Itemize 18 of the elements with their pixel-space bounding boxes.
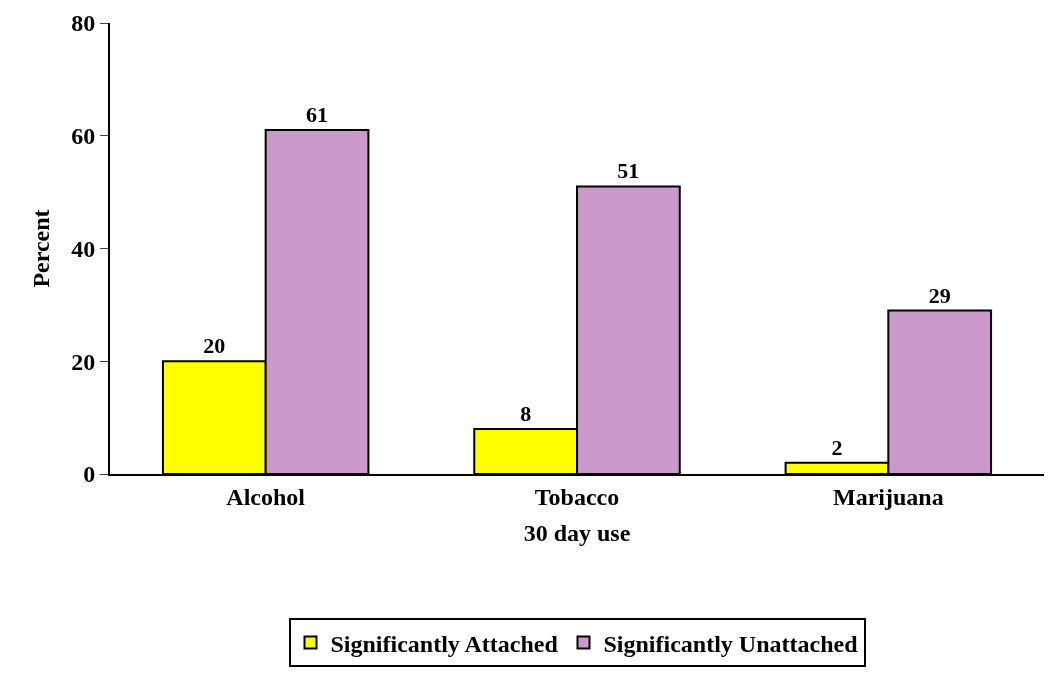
data-label: 61: [306, 102, 329, 128]
data-label: 51: [617, 158, 640, 184]
data-label: 20: [203, 333, 226, 359]
legend-label: Significantly Unattached: [603, 630, 859, 657]
y-tick-label: 60: [71, 123, 96, 150]
y-tick-label: 80: [71, 10, 96, 37]
legend-label: Significantly Attached: [330, 630, 559, 657]
y-tick-label: 0: [83, 461, 96, 488]
y-tick-label: 40: [71, 235, 96, 262]
x-axis-title: 30 day use: [523, 519, 631, 546]
y-axis-title: Percent: [27, 209, 54, 288]
x-tick-label: Tobacco: [534, 483, 620, 510]
x-tick-label: Marijuana: [832, 483, 944, 510]
y-tick-label: 20: [71, 348, 96, 375]
data-label: 2: [831, 434, 843, 460]
data-label: 29: [928, 282, 951, 308]
data-label: 8: [520, 400, 532, 426]
x-tick-label: Alcohol: [226, 483, 306, 510]
